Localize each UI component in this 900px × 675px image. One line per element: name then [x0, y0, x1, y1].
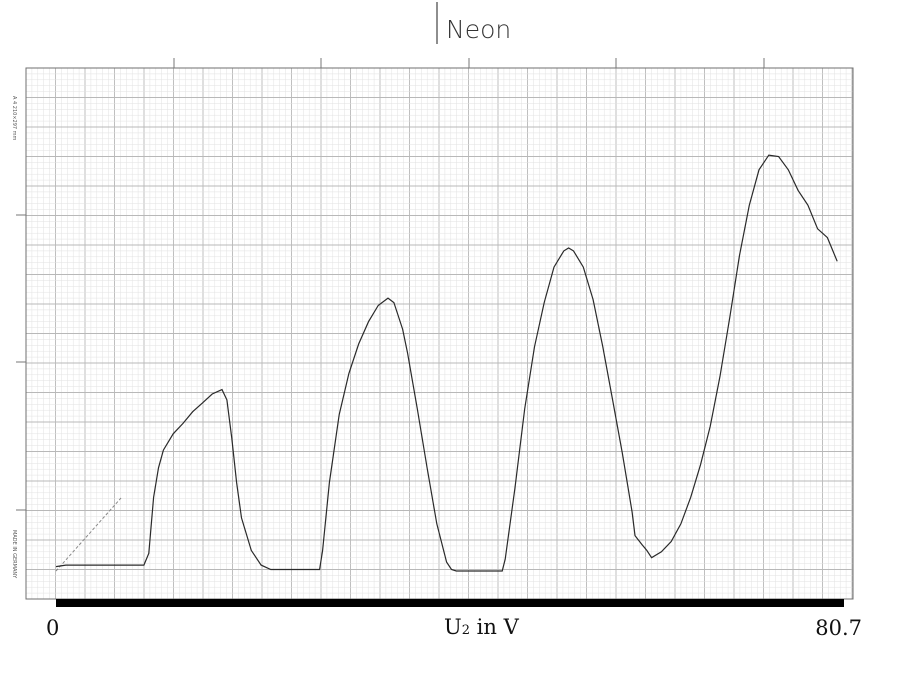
- graph-paper-grid: [25, 67, 853, 600]
- series-line: [55, 154, 838, 572]
- dashed-guide-line: [55, 497, 122, 572]
- x-axis-bar: [56, 599, 844, 607]
- paper-edge-ticks: [16, 58, 765, 511]
- paper-origin-label: MADE IN GERMANY: [11, 530, 17, 579]
- chart-title: Neon: [446, 15, 511, 44]
- x-tick-label-min: 0: [46, 616, 59, 640]
- paper-size-label: A 4 210×297 mm: [11, 96, 17, 141]
- x-tick-label-max: 80.7: [815, 616, 862, 640]
- x-axis-label: U2 in V: [444, 615, 520, 639]
